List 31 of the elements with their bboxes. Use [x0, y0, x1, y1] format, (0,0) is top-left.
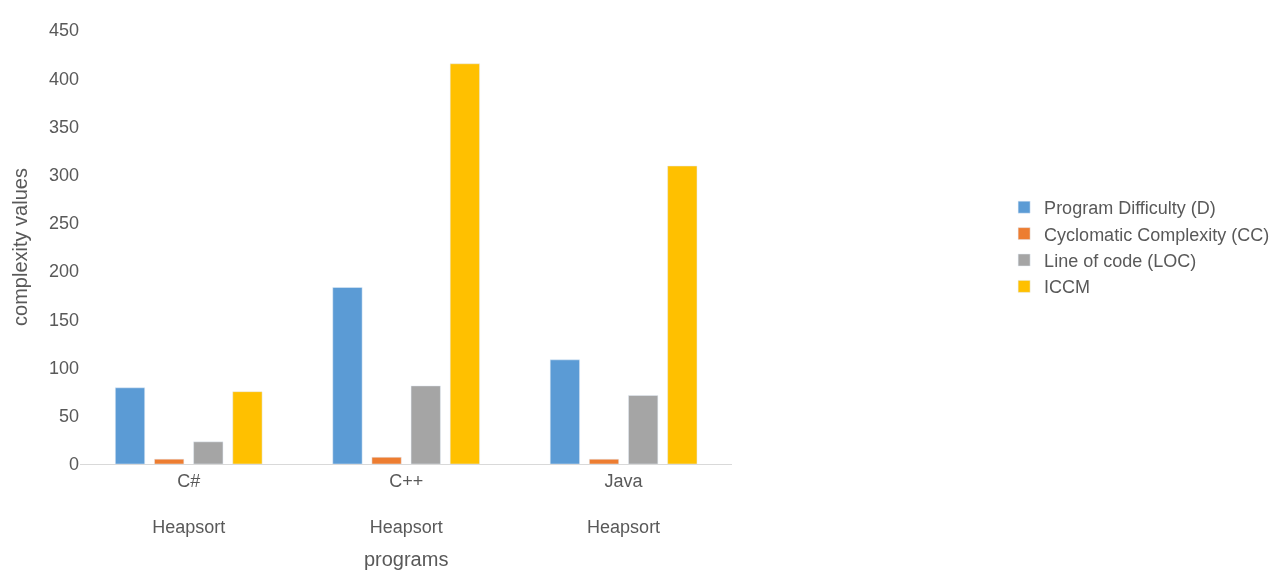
- bar: [371, 457, 402, 464]
- bar: [232, 391, 263, 464]
- category-label: C# Heapsort: [152, 470, 226, 538]
- legend-label: Line of code (LOC): [1044, 251, 1197, 272]
- y-tick-label: 150: [48, 309, 79, 330]
- bar: [449, 63, 480, 464]
- bar: [628, 395, 659, 464]
- bar: [589, 458, 619, 464]
- y-tick-label: 400: [48, 68, 79, 89]
- y-tick-label: 450: [48, 20, 79, 41]
- category-label: C++ Heapsort: [369, 470, 443, 538]
- y-tick-label: 300: [48, 164, 79, 185]
- y-tick-label: 200: [48, 261, 79, 282]
- y-tick-label: 100: [48, 357, 79, 378]
- bar: [332, 287, 363, 464]
- bar: [410, 385, 441, 464]
- bar: [115, 387, 145, 464]
- bar: [549, 359, 580, 464]
- y-tick-label: 0: [68, 454, 79, 475]
- legend-label: Program Difficulty (D): [1044, 198, 1216, 219]
- category-label: Java Heapsort: [587, 470, 661, 538]
- y-tick-label: 250: [48, 213, 79, 234]
- x-axis-title: programs: [363, 547, 449, 570]
- legend-label: Cyclomatic Complexity (CC): [1044, 224, 1270, 245]
- bar: [667, 165, 698, 464]
- legend-label: ICCM: [1044, 277, 1091, 298]
- y-axis-title: complexity values: [9, 168, 32, 326]
- y-tick-label: 350: [48, 116, 79, 137]
- bar: [193, 441, 224, 464]
- y-tick-label: 50: [58, 406, 79, 427]
- bar: [154, 458, 185, 464]
